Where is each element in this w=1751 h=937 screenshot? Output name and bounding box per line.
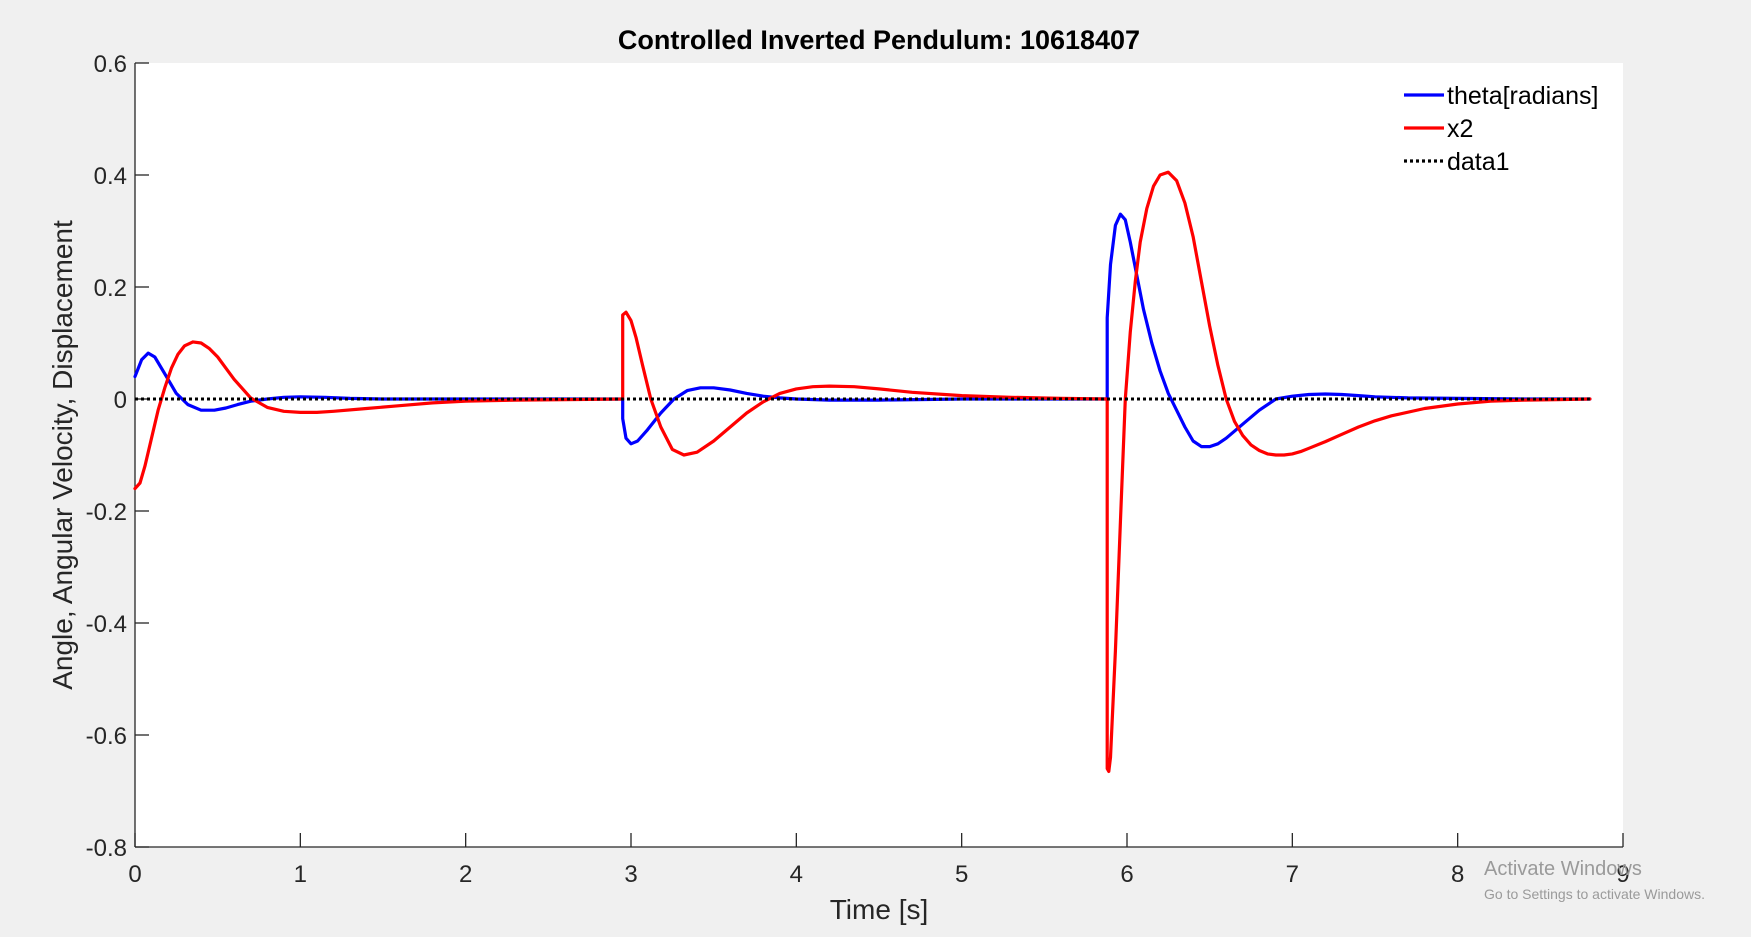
y-tick-label: 0.6 bbox=[94, 51, 127, 78]
plot-area bbox=[135, 63, 1623, 847]
y-tick-label: -0.8 bbox=[86, 835, 127, 862]
x-tick-label: 9 bbox=[1616, 861, 1629, 888]
x-tick-label: 8 bbox=[1451, 861, 1464, 888]
series-line-x2 bbox=[133, 170, 1592, 774]
x-tick-label: 0 bbox=[128, 861, 141, 888]
x-tick-label: 1 bbox=[294, 861, 307, 888]
chart-title: Controlled Inverted Pendulum: 10618407 bbox=[618, 25, 1140, 55]
y-tick-label: 0 bbox=[114, 387, 127, 414]
activation-watermark-title: Activate Windows bbox=[1484, 858, 1642, 880]
y-tick-label: 0.2 bbox=[94, 275, 127, 302]
data-lines bbox=[133, 170, 1592, 774]
x-tick-label: 7 bbox=[1286, 861, 1299, 888]
x-tick-label: 2 bbox=[459, 861, 472, 888]
legend: theta[radians] x2 data1 bbox=[1404, 82, 1599, 176]
y-axis-label: Angle, Angular Velocity, Displacement bbox=[47, 220, 78, 690]
axes: 0 1 2 3 4 5 6 7 8 9 -0.8 -0.6 -0.4 -0.2 0 0.2 0.4 0.6 bbox=[86, 51, 1630, 888]
x-tick-label: 5 bbox=[955, 861, 968, 888]
activation-watermark-subtitle: Go to Settings to activate Windows. bbox=[1484, 886, 1705, 902]
x-tick-label: 6 bbox=[1120, 861, 1133, 888]
y-tick-label: -0.6 bbox=[86, 723, 127, 750]
y-tick-label: -0.4 bbox=[86, 611, 127, 638]
legend-label: data1 bbox=[1447, 148, 1510, 176]
x-tick-label: 4 bbox=[790, 861, 803, 888]
x-axis-label: Time [s] bbox=[830, 894, 929, 925]
y-tick-label: 0.4 bbox=[94, 163, 127, 190]
legend-label: theta[radians] bbox=[1447, 82, 1599, 110]
y-tick-label: -0.2 bbox=[86, 499, 127, 526]
x-tick-label: 3 bbox=[624, 861, 637, 888]
legend-label: x2 bbox=[1447, 115, 1473, 143]
